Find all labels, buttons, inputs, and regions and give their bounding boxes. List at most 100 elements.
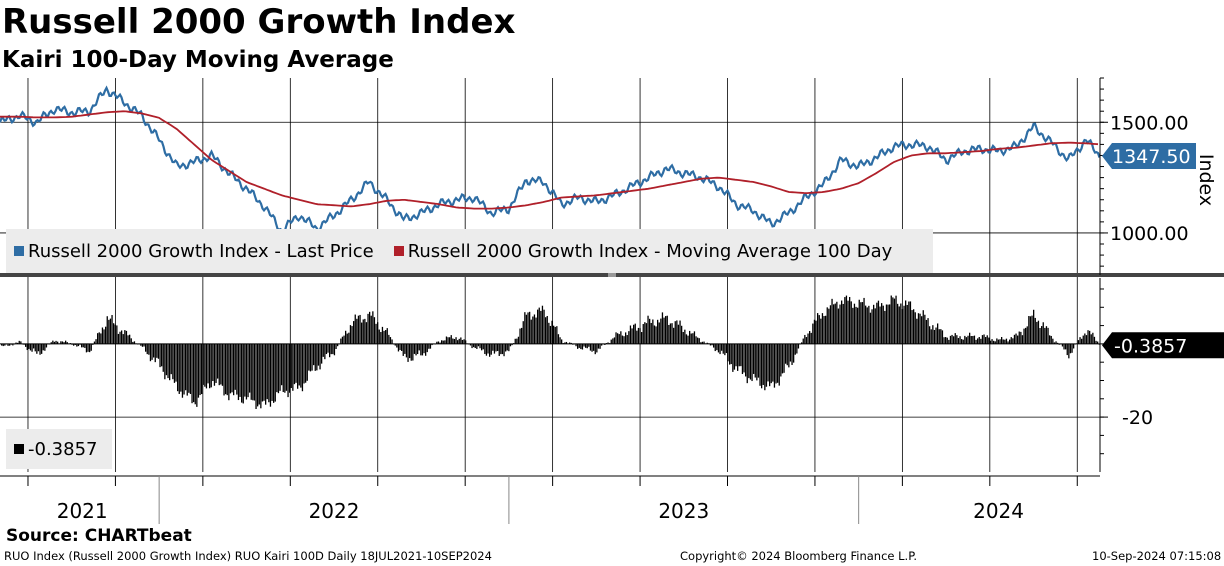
kairi-bar bbox=[233, 343, 235, 396]
kairi-bar bbox=[858, 299, 860, 344]
year-label: 2021 bbox=[57, 499, 108, 523]
kairi-bar bbox=[753, 343, 755, 374]
kairi-bar bbox=[74, 343, 76, 346]
kairi-bar bbox=[201, 343, 203, 395]
kairi-bar bbox=[700, 342, 702, 344]
kairi-bar bbox=[449, 337, 451, 344]
kairi-bar bbox=[777, 343, 779, 383]
kairi-bar bbox=[196, 343, 198, 407]
kairi-bar bbox=[258, 343, 260, 405]
kairi-bar bbox=[383, 330, 385, 344]
kairi-bar bbox=[212, 343, 214, 382]
kairi-bar bbox=[423, 343, 425, 354]
kairi-bar bbox=[613, 337, 616, 344]
kairi-bar bbox=[76, 343, 78, 347]
kairi-bar bbox=[1033, 309, 1035, 344]
kairi-bar bbox=[980, 338, 982, 344]
kairi-bar bbox=[121, 330, 123, 344]
kairi-bar bbox=[151, 343, 153, 360]
kairi-bar bbox=[340, 338, 342, 344]
kairi-bar bbox=[661, 312, 664, 344]
kairi-bar bbox=[532, 316, 534, 344]
kairi-bar bbox=[159, 343, 161, 368]
kairi-bar bbox=[709, 343, 712, 346]
kairi-bar bbox=[469, 343, 472, 346]
kairi-bar bbox=[442, 340, 444, 344]
kairi-bar bbox=[831, 298, 833, 344]
kairi-bar bbox=[815, 320, 817, 344]
kairi-bar bbox=[279, 343, 281, 391]
kairi-bar bbox=[333, 343, 336, 356]
kairi-bar bbox=[66, 342, 68, 344]
year-label: 2024 bbox=[973, 499, 1024, 523]
kairi-bar bbox=[511, 343, 513, 346]
kairi-bar bbox=[682, 331, 684, 344]
kairi-bar bbox=[653, 325, 656, 344]
kairi-bar bbox=[1079, 337, 1081, 344]
kairi-bar bbox=[129, 334, 131, 344]
kairi-bar bbox=[349, 325, 352, 344]
kairi-bar bbox=[89, 343, 91, 353]
kairi-bar bbox=[717, 343, 720, 353]
kairi-bar bbox=[218, 343, 220, 386]
kairi-bar bbox=[31, 343, 33, 352]
kairi-bar bbox=[250, 343, 252, 400]
kairi-bar bbox=[109, 318, 112, 344]
kairi-bar bbox=[60, 341, 62, 344]
kairi-bar bbox=[617, 333, 619, 344]
kairi-bar bbox=[957, 338, 960, 344]
kairi-bar bbox=[185, 343, 187, 391]
kairi-bar bbox=[580, 343, 582, 350]
kairi-bar bbox=[927, 318, 929, 344]
kairi-bar bbox=[165, 343, 168, 376]
kairi-bar bbox=[553, 325, 555, 344]
kairi-bar bbox=[145, 343, 147, 352]
kairi-bars bbox=[1, 295, 1100, 410]
kairi-bar bbox=[879, 306, 881, 344]
kairi-bar bbox=[10, 343, 12, 345]
kairi-bar bbox=[602, 343, 604, 345]
kairi-bar bbox=[546, 316, 548, 344]
kairi-bar bbox=[468, 343, 470, 345]
chart-title: Russell 2000 Growth Index bbox=[2, 2, 516, 42]
kairi-bar bbox=[458, 338, 460, 344]
kairi-bar bbox=[863, 297, 865, 344]
kairi-bar bbox=[33, 343, 35, 349]
kairi-bar bbox=[1065, 343, 1067, 350]
kairi-bar bbox=[29, 343, 32, 351]
kairi-bar bbox=[989, 340, 992, 344]
kairi-bar bbox=[621, 335, 624, 344]
kairi-bar bbox=[98, 332, 100, 344]
kairi-bar bbox=[388, 334, 390, 344]
kairi-bar bbox=[796, 343, 798, 354]
kairi-bar bbox=[482, 343, 484, 350]
kairi-bar bbox=[407, 343, 409, 362]
kairi-bar bbox=[506, 343, 508, 351]
kairi-bar bbox=[1039, 327, 1041, 344]
kairi-bar bbox=[889, 304, 891, 344]
kairi-bar bbox=[23, 343, 25, 345]
kairi-bar bbox=[868, 305, 870, 344]
kairi-bar bbox=[887, 304, 889, 344]
kairi-bar bbox=[460, 337, 462, 344]
kairi-bar bbox=[85, 343, 88, 353]
kairi-bar bbox=[849, 297, 851, 344]
kairi-bar bbox=[367, 313, 369, 344]
kairi-bar bbox=[577, 343, 579, 349]
kairi-bar bbox=[924, 314, 926, 344]
kairi-bar bbox=[273, 343, 275, 403]
kairi-bar bbox=[111, 315, 113, 344]
kairi-bar bbox=[410, 343, 412, 361]
kairi-bar bbox=[764, 343, 766, 391]
kairi-bar bbox=[351, 326, 353, 344]
kairi-bar bbox=[242, 343, 244, 404]
kairi-bar bbox=[356, 318, 358, 344]
kairi-bar bbox=[116, 325, 118, 344]
kairi-bar bbox=[183, 343, 185, 395]
kairi-bar bbox=[1049, 335, 1051, 344]
kairi-bar bbox=[801, 342, 803, 344]
kairi-bar bbox=[223, 343, 225, 396]
kairi-bar bbox=[714, 343, 716, 352]
kairi-bar bbox=[698, 338, 700, 344]
kairi-bar bbox=[588, 343, 590, 347]
